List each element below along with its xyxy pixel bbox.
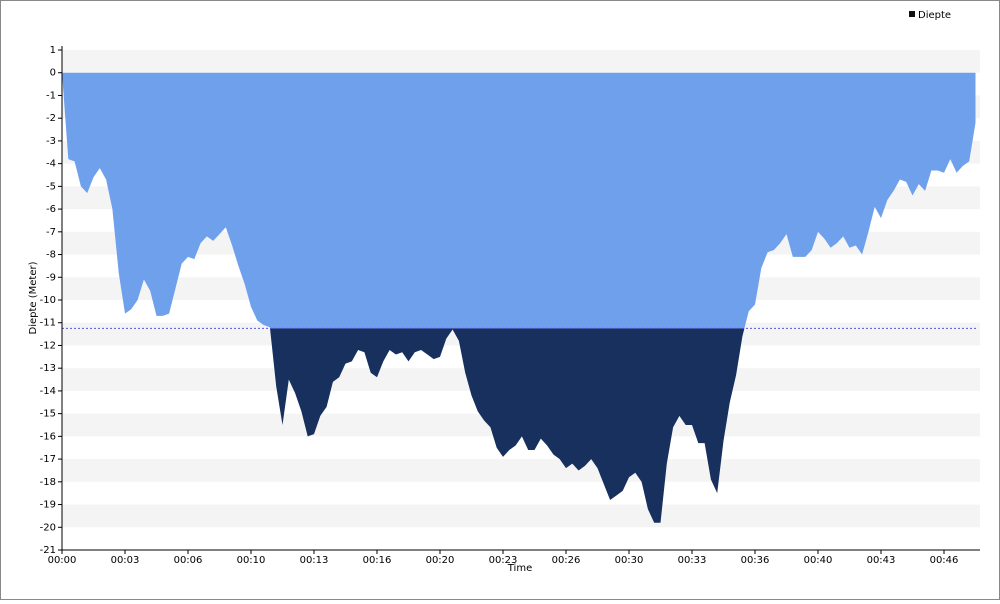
area-below (270, 328, 745, 523)
area-above (62, 72, 976, 329)
x-tick-label: 00:00 (48, 555, 77, 566)
y-tick-label: -8 (46, 250, 56, 261)
x-tick-label: 00:46 (930, 555, 959, 566)
x-tick-label: 00:10 (237, 555, 266, 566)
y-tick-label: -10 (40, 295, 56, 306)
x-tick-label: 00:43 (867, 555, 896, 566)
y-tick-label: -4 (46, 159, 56, 170)
grid-band (62, 504, 980, 528)
y-tick-label: -17 (40, 454, 56, 465)
y-tick-label: -2 (46, 113, 56, 124)
legend-label: Diepte (918, 10, 951, 21)
x-tick-label: 00:03 (111, 555, 140, 566)
legend-marker (909, 11, 915, 17)
y-tick-label: -11 (40, 318, 56, 329)
y-tick-label: -21 (40, 545, 56, 556)
y-tick-label: -5 (46, 181, 56, 192)
x-tick-label: 00:33 (678, 555, 707, 566)
grid-band (62, 50, 980, 73)
x-tick-label: 00:40 (804, 555, 833, 566)
x-tick-label: 00:26 (552, 555, 581, 566)
x-axis-label: Time (507, 563, 532, 574)
y-tick-label: -13 (40, 363, 56, 374)
y-tick-label: 1 (50, 45, 56, 56)
grid-band (62, 459, 980, 482)
y-tick-label: -16 (40, 431, 56, 442)
x-tick-label: 00:16 (363, 555, 392, 566)
x-tick-label: 00:20 (426, 555, 455, 566)
y-tick-label: -12 (40, 340, 56, 351)
y-tick-label: -9 (46, 272, 56, 283)
y-tick-label: -19 (40, 500, 56, 511)
x-tick-label: 00:23 (489, 555, 518, 566)
y-tick-label: -3 (46, 136, 56, 147)
x-tick-label: 00:13 (300, 555, 329, 566)
y-tick-label: -14 (40, 386, 56, 397)
y-tick-label: -18 (40, 477, 56, 488)
y-tick-label: -20 (40, 522, 56, 533)
y-tick-label: -15 (40, 409, 56, 420)
y-tick-label: -1 (46, 90, 56, 101)
y-tick-label: 0 (50, 68, 56, 79)
x-tick-label: 00:36 (741, 555, 770, 566)
y-tick-label: -6 (46, 204, 56, 215)
x-tick-label: 00:30 (615, 555, 644, 566)
x-tick-label: 00:06 (174, 555, 203, 566)
y-tick-label: -7 (46, 227, 56, 238)
y-axis-label: Diepte (Meter) (28, 261, 39, 334)
